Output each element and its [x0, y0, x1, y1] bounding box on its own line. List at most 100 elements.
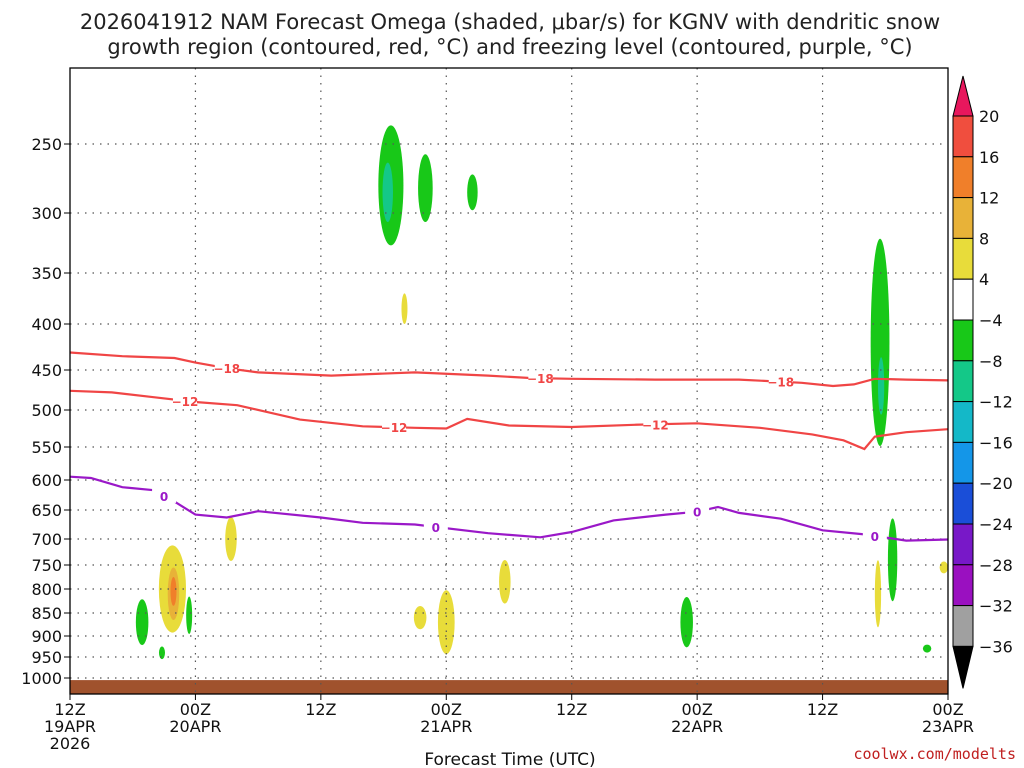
omega-pos-850-b: [413, 605, 427, 630]
colorbar-segment: [952, 197, 974, 239]
omega-pos-700: [225, 517, 237, 561]
omega-pos-800-right: [874, 560, 882, 628]
y-tick-label: 550: [31, 438, 62, 457]
freezing-level-label-bg-3: [862, 527, 887, 543]
y-tick-label: 350: [31, 264, 62, 283]
colorbar-label: 16: [979, 148, 999, 167]
omega-neg-870: [680, 597, 693, 648]
x-tick-label: 23APR: [922, 717, 974, 736]
colorbar-segment: [952, 605, 974, 647]
x-tick-label: 12Z: [807, 700, 838, 719]
x-tick-label: 2026: [50, 734, 91, 753]
dgz-minus12-label: −12: [172, 395, 199, 409]
dgz-minus12-label: −12: [642, 418, 669, 432]
colorbar-label: 8: [979, 229, 989, 248]
colorbar-segment: [952, 441, 974, 484]
dgz-minus18-label-bg-1: [528, 370, 553, 386]
colorbar-segment: [952, 401, 974, 443]
y-tick-label: 300: [31, 204, 62, 223]
colorbar-segment: [952, 115, 974, 158]
dgz-minus12-line: [69, 389, 949, 451]
dgz-minus12-label-bg-0: [172, 392, 197, 408]
freezing-level-label-bg-2: [685, 503, 710, 519]
omega-neg-850-b: [158, 646, 165, 660]
y-tick-label: 900: [31, 627, 62, 646]
colorbar-label: 4: [979, 270, 989, 289]
colorbar-segment: [952, 237, 974, 280]
colorbar-label: −24: [979, 515, 1013, 534]
y-tick-label: 850: [31, 604, 62, 623]
colorbar-segment: [952, 564, 974, 607]
colorbar-segment: [952, 482, 974, 525]
chart-title-line2: growth region (contoured, red, °C) and f…: [107, 35, 912, 59]
colorbar-label: −12: [979, 393, 1013, 412]
dgz-minus12-label-bg-2: [643, 416, 668, 432]
colorbar-label: −8: [979, 352, 1003, 371]
colorbar-segment: [952, 523, 974, 566]
freezing-level-label: 0: [871, 530, 879, 544]
y-tick-label: 450: [31, 361, 62, 380]
dgz-minus18-label: −18: [527, 372, 554, 386]
colorbar-segment: [952, 360, 974, 403]
dgz-minus18-label: −18: [767, 376, 794, 390]
x-tick-label: 00Z: [681, 700, 712, 719]
y-tick-label: 1000: [21, 669, 62, 688]
plot-frame: [69, 67, 949, 695]
omega-pos-400: [401, 293, 408, 325]
x-tick-label: 00Z: [932, 700, 963, 719]
omega-neg-upper-c: [467, 174, 478, 211]
freezing-level-line: [69, 475, 949, 542]
y-tick-label: 650: [31, 501, 62, 520]
omega-neg-930-right: [922, 644, 932, 653]
y-tick-label: 950: [31, 648, 62, 667]
y-tick-label: 700: [31, 530, 62, 549]
freezing-level-label: 0: [432, 521, 440, 535]
freezing-level-label: 0: [693, 506, 701, 520]
y-tick-label: 500: [31, 401, 62, 420]
omega-neg-850-c: [186, 596, 193, 635]
credit-text: coolwx.com/modelts: [853, 745, 1016, 763]
omega-pos-760-right: [939, 561, 948, 574]
colorbar-top-arrow: [952, 75, 974, 117]
y-tick-label: 400: [31, 315, 62, 334]
x-axis-title: Forecast Time (UTC): [424, 750, 595, 768]
dgz-minus12-label-bg-1: [382, 419, 407, 435]
x-tick-label: 20APR: [169, 717, 221, 736]
colorbar-label: −4: [979, 311, 1003, 330]
colorbar-label: −28: [979, 556, 1013, 575]
dgz-minus12-label: −12: [381, 421, 408, 435]
colorbar-label: −20: [979, 474, 1013, 493]
x-tick-label: 22APR: [671, 717, 723, 736]
x-tick-label: 00Z: [431, 700, 462, 719]
colorbar-segment: [952, 156, 974, 199]
freezing-level-label: 0: [160, 490, 168, 504]
omega-neg-mid-right: [870, 238, 890, 446]
dgz-minus18-label-bg-0: [214, 360, 239, 376]
y-axis: 250 300 350 400 450 500 550 600 650 700 750 800 850 9…: [21, 135, 70, 688]
surface-band: [70, 680, 948, 694]
omega-neg-mid-right-core: [877, 357, 885, 415]
dgz-minus18-label: −18: [213, 362, 240, 376]
colorbar-segment: [952, 278, 974, 321]
colorbar-segment: [952, 319, 974, 362]
dgz-minus18-label-bg-2: [768, 373, 793, 389]
omega-neg-upper-b: [418, 154, 433, 223]
colorbar-label: 12: [979, 189, 999, 208]
x-tick-label: 19APR: [44, 717, 96, 736]
colorbar: 20 16 12 8 4 −4 −8 −12 −16 −20 −24 −28 −32 −36: [952, 75, 1013, 689]
y-tick-label: 600: [31, 471, 62, 490]
freezing-level-label-bg-0: [152, 487, 177, 503]
omega-pos-850-c: [437, 590, 455, 655]
x-tick-label: 12Z: [54, 700, 85, 719]
y-tick-label: 800: [31, 580, 62, 599]
colorbar-label: −16: [979, 433, 1013, 452]
y-tick-label: 750: [31, 556, 62, 575]
y-tick-label: 250: [31, 135, 62, 154]
plot-area: −18 −18 −18 −12 −12 −12 0 0 0 0: [69, 67, 949, 695]
omega-neg-upper-a-core: [382, 162, 393, 223]
colorbar-label: −32: [979, 597, 1013, 616]
x-tick-label: 00Z: [180, 700, 211, 719]
x-tick-label: 12Z: [556, 700, 587, 719]
